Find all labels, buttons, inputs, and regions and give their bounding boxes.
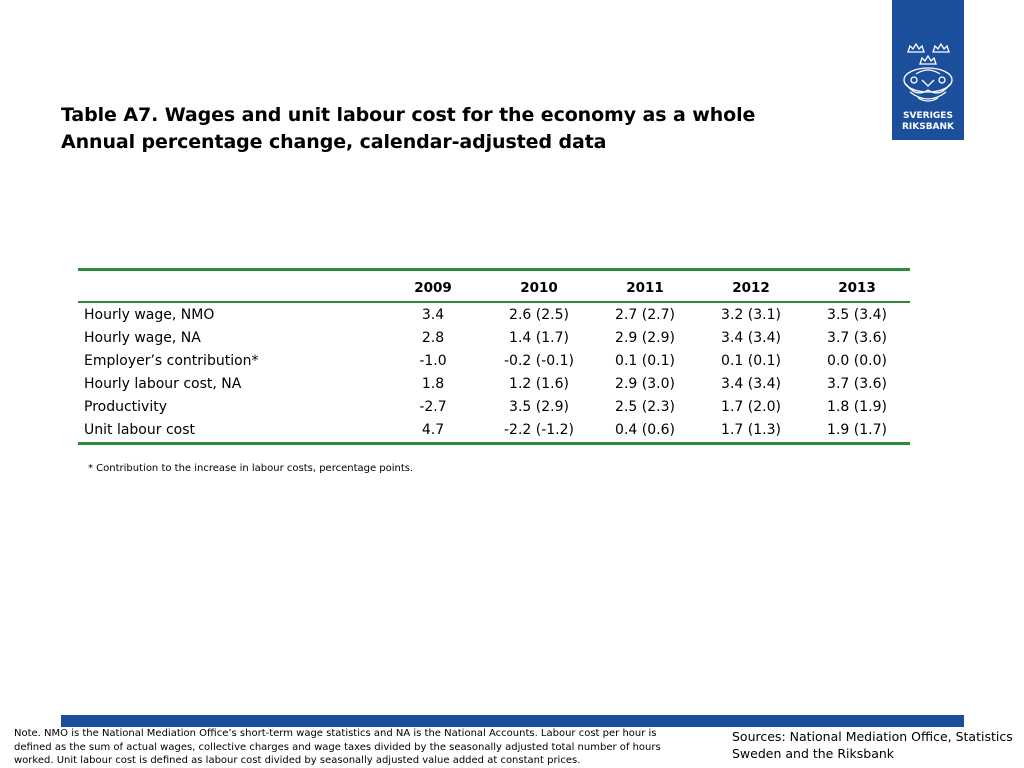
cell: 1.9 (1.7) (804, 418, 910, 445)
table-row: Hourly wage, NMO 3.4 2.6 (2.5) 2.7 (2.7)… (78, 302, 910, 326)
title-line-2: Annual percentage change, calendar-adjus… (61, 131, 607, 153)
row-label: Employer’s contribution* (84, 352, 259, 369)
sources-text: Sources: National Mediation Office, Stat… (732, 729, 1013, 761)
cell: 0.1 (0.1) (615, 352, 675, 369)
header-2009: 2009 (380, 268, 486, 303)
note-text: Note. NMO is the National Mediation Offi… (14, 728, 661, 766)
header-2011: 2011 (592, 268, 698, 303)
cell: -2.2 (-1.2) (486, 418, 592, 445)
cell: -0.2 (-0.1) (503, 352, 574, 369)
cell: 2.6 (2.5) (509, 306, 569, 323)
cell: 3.5 (3.4) (827, 306, 887, 323)
table-row: Productivity -2.7 3.5 (2.9) 2.5 (2.3) 1.… (78, 395, 910, 418)
cell: 3.7 (3.6) (827, 375, 887, 392)
logo-text-line1: SVERIGES (903, 111, 953, 121)
cell: 1.7 (1.3) (698, 418, 804, 445)
header-2012: 2012 (698, 268, 804, 303)
logo-text-line2: RIKSBANK (902, 122, 955, 132)
table-row: Hourly labour cost, NA 1.8 1.2 (1.6) 2.9… (78, 372, 910, 395)
cell: 3.4 (3.4) (721, 329, 781, 346)
cell: 1.2 (1.6) (509, 375, 569, 392)
table-header-row: 2009 2010 2011 2012 2013 (78, 268, 910, 303)
header-2013: 2013 (804, 268, 910, 303)
row-label: Hourly wage, NA (84, 329, 201, 346)
row-label: Hourly labour cost, NA (84, 375, 242, 392)
cell: 0.0 (0.0) (827, 352, 887, 369)
table-footnote: * Contribution to the increase in labour… (88, 463, 414, 474)
cell: 1.8 (421, 375, 445, 392)
cell: 4.7 (380, 418, 486, 445)
cell: 2.9 (2.9) (615, 329, 675, 346)
cell: 3.7 (3.6) (827, 329, 887, 346)
header-2010: 2010 (486, 268, 592, 303)
cell: 1.4 (1.7) (509, 329, 569, 346)
row-label: Hourly wage, NMO (84, 306, 215, 323)
cell: 2.8 (421, 329, 445, 346)
cell: 2.7 (2.7) (615, 306, 675, 323)
header-label (78, 268, 380, 303)
page-title: Table A7. Wages and unit labour cost for… (61, 102, 755, 156)
row-label: Productivity (84, 398, 167, 415)
cell: -2.7 (419, 398, 447, 415)
cell: 1.7 (2.0) (721, 398, 781, 415)
row-label: Unit labour cost (78, 418, 380, 445)
title-line-1: Table A7. Wages and unit labour cost for… (61, 104, 756, 126)
riksbank-emblem-icon: SVERIGES RIKSBANK (902, 42, 955, 132)
riksbank-logo: SVERIGES RIKSBANK (892, 0, 964, 140)
cell: 0.4 (0.6) (592, 418, 698, 445)
cell: 0.1 (0.1) (721, 352, 781, 369)
cell: 3.4 (3.4) (721, 375, 781, 392)
cell: 3.5 (2.9) (509, 398, 569, 415)
wages-table: 2009 2010 2011 2012 2013 Hourly wage, NM… (78, 268, 910, 445)
cell: 3.2 (3.1) (721, 306, 781, 323)
table-row: Hourly wage, NA 2.8 1.4 (1.7) 2.9 (2.9) … (78, 326, 910, 349)
table-row: Employer’s contribution* -1.0 -0.2 (-0.1… (78, 349, 910, 372)
cell: -1.0 (419, 352, 447, 369)
cell: 1.8 (1.9) (827, 398, 887, 415)
table-row: Unit labour cost 4.7 -2.2 (-1.2) 0.4 (0.… (78, 418, 910, 445)
bottom-bar (61, 715, 964, 727)
cell: 2.9 (3.0) (615, 375, 675, 392)
cell: 3.4 (421, 306, 445, 323)
cell: 2.5 (2.3) (615, 398, 675, 415)
